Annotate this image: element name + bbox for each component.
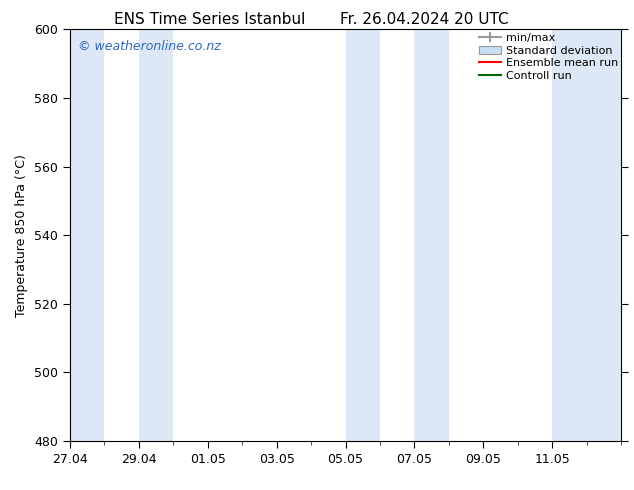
Bar [70,29,104,441]
Bar [552,29,621,441]
Bar [346,29,380,441]
Bar [139,29,173,441]
Text: Fr. 26.04.2024 20 UTC: Fr. 26.04.2024 20 UTC [340,12,509,27]
Text: © weatheronline.co.nz: © weatheronline.co.nz [78,40,221,53]
Text: ENS Time Series Istanbul: ENS Time Series Istanbul [113,12,305,27]
Legend: min/max, Standard deviation, Ensemble mean run, Controll run: min/max, Standard deviation, Ensemble me… [479,33,618,81]
Y-axis label: Temperature 850 hPa (°C): Temperature 850 hPa (°C) [15,154,29,317]
Bar [415,29,449,441]
